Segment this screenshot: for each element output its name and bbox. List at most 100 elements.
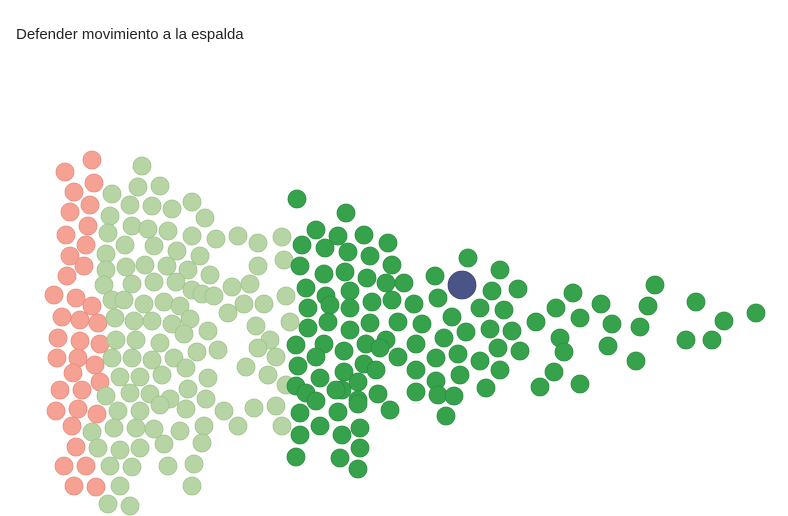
dot-high	[306, 391, 326, 411]
dot-mid	[116, 257, 136, 277]
dot-mid	[272, 227, 292, 247]
dot-high	[714, 311, 734, 331]
dot-high	[378, 233, 398, 253]
dot-mid	[122, 216, 142, 236]
dot-mid	[138, 219, 158, 239]
dot-mid	[266, 396, 286, 416]
dot-mid	[240, 274, 260, 294]
dot-low	[84, 173, 104, 193]
chart-title: Defender movimiento a la espalda	[16, 26, 244, 43]
dot-high	[404, 294, 424, 314]
dot-high	[598, 336, 618, 356]
dot-high	[326, 380, 346, 400]
dot-low	[44, 285, 64, 305]
dot-mid	[184, 454, 204, 474]
dot-high	[686, 292, 706, 312]
dot-mid	[195, 208, 215, 228]
dot-mid	[167, 241, 187, 261]
dot-low	[70, 310, 90, 330]
dot-mid	[272, 416, 292, 436]
dot-low	[78, 216, 98, 236]
dot-mid	[162, 199, 182, 219]
dot-mid	[248, 338, 268, 358]
dot-high	[290, 256, 310, 276]
dot-high	[425, 266, 445, 286]
dot-high	[298, 298, 318, 318]
dot-mid	[102, 348, 122, 368]
dot-high	[315, 238, 335, 258]
dot-high	[335, 262, 355, 282]
dot-mid	[126, 330, 146, 350]
dot-mid	[196, 389, 216, 409]
dot-high	[348, 459, 368, 479]
dot-high	[290, 425, 310, 445]
dot-mid	[248, 256, 268, 276]
dot-high	[476, 378, 496, 398]
dot-low	[68, 399, 88, 419]
dot-high	[286, 335, 306, 355]
dot-high	[320, 295, 340, 315]
dot-mid	[182, 226, 202, 246]
dot-low	[62, 416, 82, 436]
dot-mid	[222, 277, 242, 297]
dot-mid	[115, 235, 135, 255]
dot-mid	[114, 290, 134, 310]
dot-mid	[124, 311, 144, 331]
dot-high	[444, 386, 464, 406]
dot-mid	[280, 312, 300, 332]
dot-mid	[130, 367, 150, 387]
dot-high	[490, 360, 510, 380]
dot-mid	[106, 330, 126, 350]
dot-high	[480, 319, 500, 339]
dot-high	[428, 385, 448, 405]
dot-high	[334, 341, 354, 361]
dot-high	[458, 248, 478, 268]
dot-low	[60, 202, 80, 222]
dot-high	[388, 312, 408, 332]
dot-high	[676, 330, 696, 350]
dot-mid	[176, 358, 196, 378]
dot-mid	[154, 434, 174, 454]
dot-high	[630, 317, 650, 337]
dot-high	[318, 312, 338, 332]
dot-low	[82, 296, 102, 316]
dot-high	[340, 298, 360, 318]
dot-mid	[206, 229, 226, 249]
dot-mid	[190, 246, 210, 266]
dot-mid	[128, 177, 148, 197]
dot-high	[544, 362, 564, 382]
dot-high	[340, 281, 360, 301]
dot-mid	[88, 438, 108, 458]
dot-mid	[258, 365, 278, 385]
dot-high	[502, 321, 522, 341]
dot-mid	[96, 386, 116, 406]
dot-low	[46, 401, 66, 421]
dot-high	[494, 300, 514, 320]
dot-mid	[122, 348, 142, 368]
dot-high	[436, 406, 456, 426]
dot-mid	[170, 296, 190, 316]
dot-mid	[157, 256, 177, 276]
dot-low	[63, 363, 83, 383]
dot-mid	[142, 311, 162, 331]
dot-low	[57, 266, 77, 286]
dot-high	[490, 260, 510, 280]
dot-high	[602, 314, 622, 334]
dot-low	[88, 313, 108, 333]
dot-mid	[174, 324, 194, 344]
dot-mid	[144, 236, 164, 256]
dot-low	[50, 380, 70, 400]
dot-low	[55, 162, 75, 182]
dot-mid	[98, 223, 118, 243]
dot-mid	[198, 321, 218, 341]
dot-mid	[104, 418, 124, 438]
dot-high	[340, 320, 360, 340]
dot-mid	[144, 419, 164, 439]
dot-mid	[254, 294, 274, 314]
dot-mid	[122, 274, 142, 294]
highlight-dot[interactable]	[447, 270, 477, 300]
dot-mid	[120, 195, 140, 215]
dot-mid	[135, 255, 155, 275]
dot-mid	[228, 416, 248, 436]
dot-low	[76, 235, 96, 255]
